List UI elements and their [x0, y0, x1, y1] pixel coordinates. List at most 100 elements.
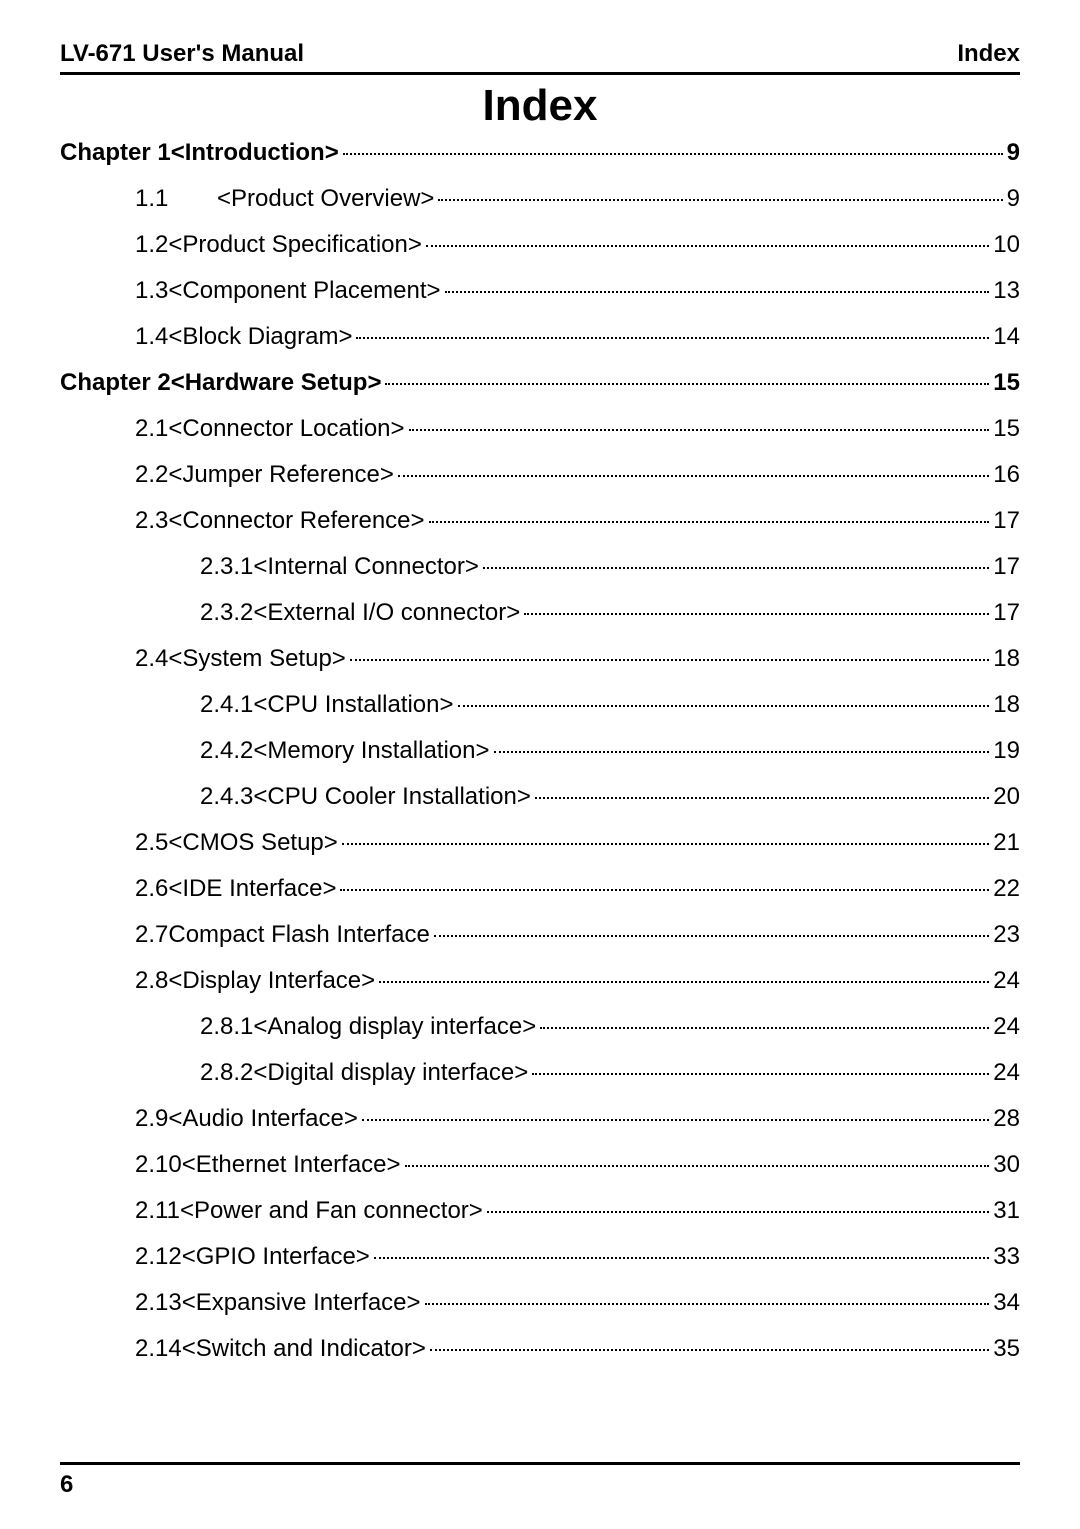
toc-entry-leader-dots — [362, 1119, 989, 1121]
toc-entry: 1.4 <Block Diagram> 14 — [135, 325, 1020, 349]
toc-entry: Chapter 1 <Introduction> 9 — [60, 141, 1020, 165]
toc-entry-leader-dots — [430, 1349, 989, 1351]
toc-entry-page: 17 — [993, 601, 1020, 625]
header-left: LV-671 User's Manual — [60, 40, 304, 68]
toc-entry-page: 22 — [993, 877, 1020, 901]
toc-entry-leader-dots — [398, 475, 989, 477]
toc-entry-leader-dots — [426, 245, 989, 247]
toc-entry-leader-dots — [342, 843, 990, 845]
toc-entry-page: 9 — [1007, 187, 1020, 211]
toc-entry-label: <CPU Cooler Installation> — [253, 785, 530, 809]
toc-entry-label: <Ethernet Interface> — [182, 1153, 401, 1177]
toc-entry-number: 2.13 — [135, 1291, 182, 1315]
page-header: LV-671 User's Manual Index — [60, 40, 1020, 75]
toc-entry-label: <Internal Connector> — [253, 555, 478, 579]
toc-entry-label: <External I/O connector> — [253, 601, 520, 625]
toc-entry-page: 24 — [993, 1015, 1020, 1039]
toc-entry-label: <Analog display interface> — [253, 1015, 536, 1039]
toc-entry-leader-dots — [356, 337, 989, 339]
toc-entry-label: <Hardware Setup> — [171, 371, 382, 395]
toc-entry-number: 2.8 — [135, 969, 168, 993]
index-title: Index — [60, 81, 1020, 131]
toc-entry: 2.10 <Ethernet Interface> 30 — [135, 1153, 1020, 1177]
toc-list: Chapter 1 <Introduction> 91.1<Product Ov… — [60, 141, 1020, 1462]
toc-entry-number: 2.8.2 — [200, 1061, 253, 1085]
toc-entry-page: 18 — [993, 693, 1020, 717]
toc-entry-number: 2.1 — [135, 417, 168, 441]
toc-entry: 2.4.3 <CPU Cooler Installation> 20 — [200, 785, 1020, 809]
toc-entry: 2.11 <Power and Fan connector> 31 — [135, 1199, 1020, 1223]
toc-entry-page: 10 — [993, 233, 1020, 257]
toc-entry-leader-dots — [409, 429, 990, 431]
toc-entry-number: 2.6 — [135, 877, 168, 901]
toc-entry: 2.12 <GPIO Interface> 33 — [135, 1245, 1020, 1269]
toc-entry-page: 24 — [993, 969, 1020, 993]
toc-entry-label: <Memory Installation> — [253, 739, 489, 763]
toc-entry-number: 2.8.1 — [200, 1015, 253, 1039]
toc-entry-number: 1.1 — [135, 187, 217, 211]
toc-entry: 2.9 <Audio Interface> 28 — [135, 1107, 1020, 1131]
toc-entry-page: 13 — [993, 279, 1020, 303]
toc-entry-number: 2.11 — [135, 1199, 180, 1223]
toc-entry-number: 2.9 — [135, 1107, 168, 1131]
toc-entry: 1.2 <Product Specification> 10 — [135, 233, 1020, 257]
toc-entry-number: 2.4.2 — [200, 739, 253, 763]
toc-entry-label: <IDE Interface> — [168, 877, 336, 901]
toc-entry-number: 1.4 — [135, 325, 168, 349]
toc-entry-label: <GPIO Interface> — [182, 1245, 370, 1269]
toc-entry-label: <Component Placement> — [168, 279, 440, 303]
toc-entry: 2.6 <IDE Interface> 22 — [135, 877, 1020, 901]
toc-entry-number: 2.2 — [135, 463, 168, 487]
toc-entry-page: 18 — [993, 647, 1020, 671]
toc-entry-label: <Display Interface> — [168, 969, 375, 993]
page: LV-671 User's Manual Index Index Chapter… — [0, 0, 1080, 1529]
page-number: 6 — [60, 1471, 73, 1498]
toc-entry-page: 16 — [993, 463, 1020, 487]
toc-entry: 2.13 <Expansive Interface> 34 — [135, 1291, 1020, 1315]
toc-entry-label: Compact Flash Interface — [168, 923, 429, 947]
toc-entry-leader-dots — [379, 981, 989, 983]
toc-entry: 2.3.1 <Internal Connector> 17 — [200, 555, 1020, 579]
toc-entry-page: 23 — [993, 923, 1020, 947]
toc-entry-label: <Block Diagram> — [168, 325, 352, 349]
toc-entry: 2.8.1 <Analog display interface> 24 — [200, 1015, 1020, 1039]
toc-entry-page: 34 — [993, 1291, 1020, 1315]
toc-entry: 1.3 <Component Placement> 13 — [135, 279, 1020, 303]
toc-entry: 2.4.1 <CPU Installation> 18 — [200, 693, 1020, 717]
toc-entry-leader-dots — [343, 153, 1003, 155]
toc-entry: Chapter 2 <Hardware Setup> 15 — [60, 371, 1020, 395]
toc-entry-number: 2.3.2 — [200, 601, 253, 625]
toc-entry-label: <CMOS Setup> — [168, 831, 337, 855]
toc-entry-label: <Expansive Interface> — [182, 1291, 421, 1315]
toc-entry-leader-dots — [535, 797, 989, 799]
toc-entry: 2.3 <Connector Reference> 17 — [135, 509, 1020, 533]
toc-entry-page: 24 — [993, 1061, 1020, 1085]
toc-entry-page: 14 — [993, 325, 1020, 349]
toc-entry-page: 9 — [1007, 141, 1020, 165]
toc-entry-page: 17 — [993, 509, 1020, 533]
toc-entry-number: 2.4 — [135, 647, 168, 671]
toc-entry: 2.8.2 <Digital display interface> 24 — [200, 1061, 1020, 1085]
toc-entry-number: 2.10 — [135, 1153, 182, 1177]
toc-entry-number: Chapter 2 — [60, 371, 171, 395]
toc-entry-number: 2.5 — [135, 831, 168, 855]
toc-entry-leader-dots — [429, 521, 990, 523]
toc-entry-number: 2.12 — [135, 1245, 182, 1269]
toc-entry-leader-dots — [350, 659, 989, 661]
toc-entry-leader-dots — [385, 383, 989, 385]
toc-entry-leader-dots — [540, 1027, 989, 1029]
toc-entry-number: 2.3 — [135, 509, 168, 533]
toc-entry-label: <Digital display interface> — [253, 1061, 528, 1085]
toc-entry-leader-dots — [405, 1165, 990, 1167]
toc-entry-number: 1.2 — [135, 233, 168, 257]
page-footer: 6 — [60, 1462, 1020, 1499]
toc-entry: 2.4.2 <Memory Installation> 19 — [200, 739, 1020, 763]
toc-entry-page: 19 — [993, 739, 1020, 763]
toc-entry-label: <Connector Location> — [168, 417, 404, 441]
toc-entry-page: 21 — [993, 831, 1020, 855]
toc-entry: 2.8 <Display Interface> 24 — [135, 969, 1020, 993]
toc-entry-page: 28 — [993, 1107, 1020, 1131]
toc-entry: 2.5 <CMOS Setup> 21 — [135, 831, 1020, 855]
toc-entry-number: 2.14 — [135, 1337, 182, 1361]
header-right: Index — [957, 40, 1020, 68]
